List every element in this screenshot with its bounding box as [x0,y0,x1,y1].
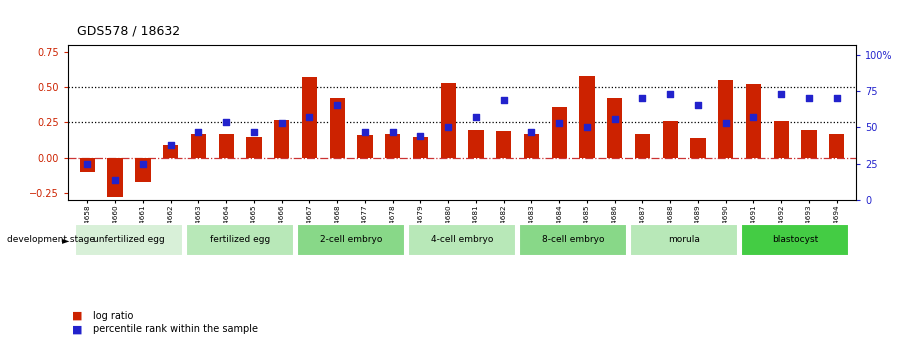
Point [718,120,733,126]
Point [690,103,705,108]
Bar [741,224,849,256]
Point [358,129,372,135]
Point [580,125,594,130]
Point [219,119,234,124]
Text: ►: ► [62,235,69,245]
Point [413,133,428,139]
Point [663,91,678,97]
Bar [218,134,234,158]
Bar [302,77,317,158]
Point [163,142,178,148]
Bar [552,107,567,158]
Bar [274,120,289,158]
Bar [191,134,206,158]
Bar [186,224,294,256]
Bar [524,134,539,158]
Point [330,103,344,108]
Text: log ratio: log ratio [93,311,134,321]
Bar [108,158,123,197]
Text: unfertilized egg: unfertilized egg [93,235,165,244]
Point [607,116,622,121]
Bar [163,145,178,158]
Point [468,115,483,120]
Point [552,120,566,126]
Bar [630,224,738,256]
Bar [607,98,622,158]
Point [303,115,317,120]
Bar [385,134,400,158]
Point [246,129,261,135]
Text: development stage: development stage [7,235,95,244]
Point [191,129,206,135]
Point [774,91,788,97]
Text: 4-cell embryo: 4-cell embryo [431,235,493,244]
Bar [80,158,95,172]
Bar [413,137,428,158]
Bar [635,134,651,158]
Point [496,97,511,102]
Text: 2-cell embryo: 2-cell embryo [320,235,382,244]
Bar [297,224,405,256]
Point [136,161,150,167]
Point [830,96,844,101]
Text: fertilized egg: fertilized egg [210,235,270,244]
Bar [690,138,706,158]
Bar [801,129,816,158]
Text: ■: ■ [72,325,83,334]
Bar [746,85,761,158]
Text: blastocyst: blastocyst [772,235,818,244]
Bar [774,121,789,158]
Text: GDS578 / 18632: GDS578 / 18632 [77,25,180,38]
Bar [496,131,511,158]
Text: ■: ■ [72,311,83,321]
Bar [579,76,594,158]
Bar [75,224,183,256]
Bar [357,135,372,158]
Bar [829,134,844,158]
Point [385,129,400,135]
Bar [519,224,627,256]
Bar [440,83,456,158]
Point [525,129,539,135]
Bar [718,80,733,158]
Point [635,96,650,101]
Text: percentile rank within the sample: percentile rank within the sample [93,325,258,334]
Bar [408,224,516,256]
Point [108,177,122,183]
Bar [468,129,484,158]
Bar [330,98,345,158]
Point [747,115,761,120]
Bar [246,137,262,158]
Point [275,120,289,126]
Point [802,96,816,101]
Point [80,161,94,167]
Bar [662,121,678,158]
Point [441,125,456,130]
Text: morula: morula [668,235,700,244]
Bar [135,158,150,182]
Text: 8-cell embryo: 8-cell embryo [542,235,604,244]
